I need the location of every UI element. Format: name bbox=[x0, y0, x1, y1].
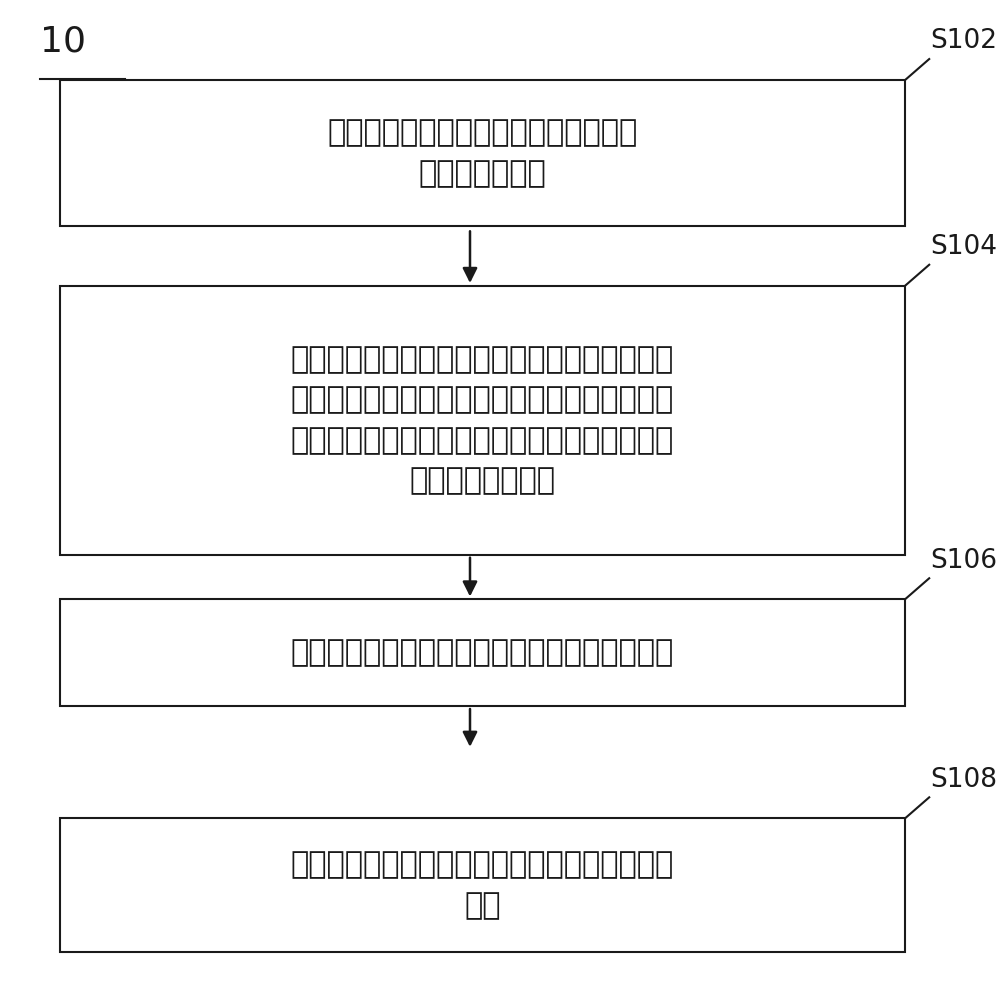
Bar bbox=[60, 819, 905, 951]
Bar bbox=[60, 599, 905, 706]
Text: 通过位置将正电子脉冲束团在待测样品中湿没产
生的多个伽马光子信号区分开，并收集多个伽马
光子信号，将收集到多个伽马光子信号的时间记
录为多个第二时间: 通过位置将正电子脉冲束团在待测样品中湿没产 生的多个伽马光子信号区分开，并收集多… bbox=[291, 345, 674, 495]
Text: S102: S102 bbox=[930, 29, 997, 54]
Text: S108: S108 bbox=[930, 766, 997, 793]
Text: 10: 10 bbox=[40, 25, 86, 58]
Text: S106: S106 bbox=[930, 548, 997, 574]
Text: S104: S104 bbox=[930, 234, 997, 260]
Text: 将正电子脉冲束团到达待测样品的时间
记录为第一时间: 将正电子脉冲束团到达待测样品的时间 记录为第一时间 bbox=[327, 119, 638, 188]
Bar bbox=[60, 286, 905, 555]
Bar bbox=[60, 80, 905, 226]
Text: 对多个第一时间差进行统计，得到正电子湿没寿
命谱: 对多个第一时间差进行统计，得到正电子湿没寿 命谱 bbox=[291, 851, 674, 920]
Text: 对多个第二时间进行处理，得到多个第一时间差: 对多个第二时间进行处理，得到多个第一时间差 bbox=[291, 638, 674, 668]
